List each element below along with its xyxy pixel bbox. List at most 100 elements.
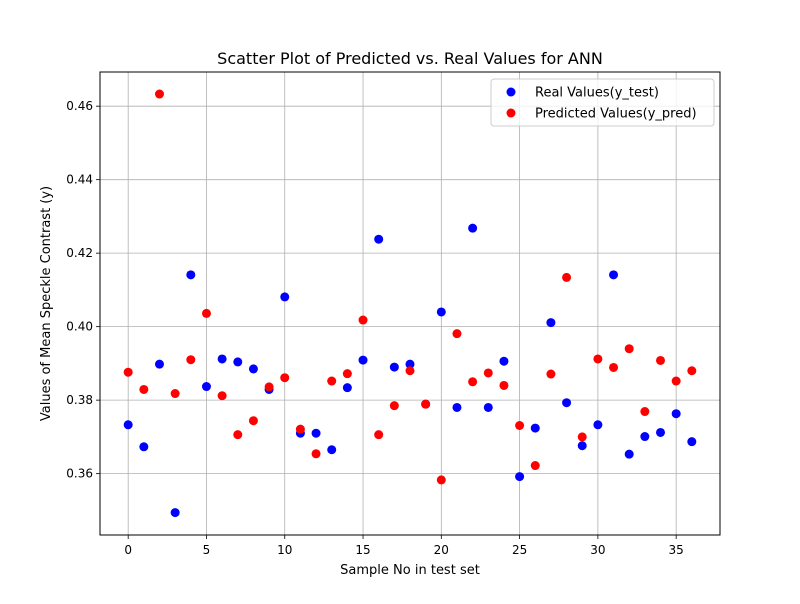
real-value-point: [374, 234, 384, 244]
chart-title: Scatter Plot of Predicted vs. Real Value…: [217, 49, 603, 68]
predicted-value-point: [656, 355, 666, 365]
x-axis-label: Sample No in test set: [340, 563, 480, 578]
predicted-value-point: [483, 368, 493, 378]
real-value-point: [452, 402, 462, 412]
legend-label: Predicted Values(y_pred): [535, 107, 697, 122]
predicted-value-point: [217, 391, 227, 401]
predicted-value-point: [593, 354, 603, 364]
y-tick-label: 0.44: [66, 173, 93, 187]
real-value-point: [280, 292, 290, 302]
real-value-point: [640, 432, 650, 442]
predicted-value-point: [327, 376, 337, 386]
y-tick-label: 0.38: [66, 393, 93, 407]
real-value-point: [201, 382, 211, 392]
predicted-value-point: [436, 475, 446, 485]
predicted-value-point: [562, 272, 572, 282]
y-tick-label: 0.42: [66, 246, 93, 260]
predicted-value-point: [295, 424, 305, 434]
real-value-point: [515, 472, 525, 482]
real-value-point: [593, 420, 603, 430]
y-tick-label: 0.46: [66, 99, 93, 113]
y-tick-label: 0.40: [66, 320, 93, 334]
real-value-point: [687, 437, 697, 447]
real-value-point: [530, 423, 540, 433]
real-value-point: [389, 362, 399, 372]
predicted-value-point: [468, 377, 478, 387]
plot-frame: [99, 71, 721, 536]
predicted-value-point: [186, 355, 196, 365]
predicted-value-point: [374, 430, 384, 440]
legend-marker: [506, 108, 516, 118]
predicted-value-point: [233, 430, 243, 440]
predicted-value-point: [452, 329, 462, 339]
real-value-point: [233, 357, 243, 367]
predicted-value-point: [421, 399, 431, 409]
predicted-value-point: [170, 389, 180, 399]
real-value-point: [468, 223, 478, 233]
x-tick-label: 30: [590, 543, 605, 557]
predicted-value-point: [358, 315, 368, 325]
x-tick-label: 0: [124, 543, 132, 557]
predicted-value-point: [280, 373, 290, 383]
predicted-value-point: [609, 362, 619, 372]
real-value-point: [405, 359, 415, 369]
real-value-point: [342, 383, 352, 393]
predicted-value-point: [311, 449, 321, 459]
real-value-point: [358, 355, 368, 365]
legend-box: [490, 78, 715, 127]
real-value-point: [546, 318, 556, 328]
real-value-point: [186, 270, 196, 280]
predicted-value-point: [640, 407, 650, 417]
predicted-value-point: [389, 401, 399, 411]
x-tick-label: 5: [203, 543, 211, 557]
legend: Real Values(y_test) Predicted Values(y_pr…: [490, 78, 715, 127]
predicted-value-point: [248, 416, 258, 426]
predicted-value-point: [577, 432, 587, 442]
grid-lines: [100, 72, 720, 535]
predicted-value-point: [405, 366, 415, 376]
real-value-point: [609, 270, 619, 280]
real-value-point: [577, 441, 587, 451]
real-value-point: [671, 409, 681, 419]
axis-ticks: 0 5 10 15 20 25 30 35 0.36 0.38 0.40 0.42 0.44 0.46: [66, 99, 684, 557]
predicted-value-point: [687, 366, 697, 376]
predicted-value-point: [546, 369, 556, 379]
predicted-value-point: [499, 380, 509, 390]
x-tick-label: 15: [355, 543, 370, 557]
real-value-point: [154, 359, 164, 369]
predicted-value-point: [123, 367, 133, 377]
legend-marker: [506, 87, 516, 97]
real-value-point: [499, 356, 509, 366]
real-value-point: [217, 354, 227, 364]
data-points: [123, 89, 697, 518]
legend-label: Real Values(y_test): [535, 86, 659, 101]
real-value-point: [483, 402, 493, 412]
real-value-point: [139, 442, 149, 452]
x-tick-label: 20: [434, 543, 449, 557]
real-value-point: [436, 307, 446, 317]
predicted-value-point: [530, 461, 540, 471]
real-value-point: [311, 428, 321, 438]
x-tick-label: 35: [669, 543, 684, 557]
real-value-point: [123, 420, 133, 430]
predicted-value-point: [624, 344, 634, 354]
real-value-point: [624, 449, 634, 459]
predicted-value-point: [201, 308, 211, 318]
x-tick-label: 25: [512, 543, 527, 557]
x-tick-label: 10: [277, 543, 292, 557]
real-value-point: [562, 398, 572, 408]
real-value-point: [327, 445, 337, 455]
predicted-value-point: [139, 384, 149, 394]
predicted-value-point: [264, 382, 274, 392]
predicted-value-point: [342, 369, 352, 379]
predicted-value-point: [515, 420, 525, 430]
predicted-value-point: [154, 89, 164, 99]
real-value-point: [170, 508, 180, 518]
real-value-point: [248, 364, 258, 374]
predicted-value-point: [671, 376, 681, 386]
real-value-point: [656, 427, 666, 437]
y-tick-label: 0.36: [66, 467, 93, 481]
y-axis-label: Values of Mean Speckle Contrast (y): [39, 186, 54, 421]
